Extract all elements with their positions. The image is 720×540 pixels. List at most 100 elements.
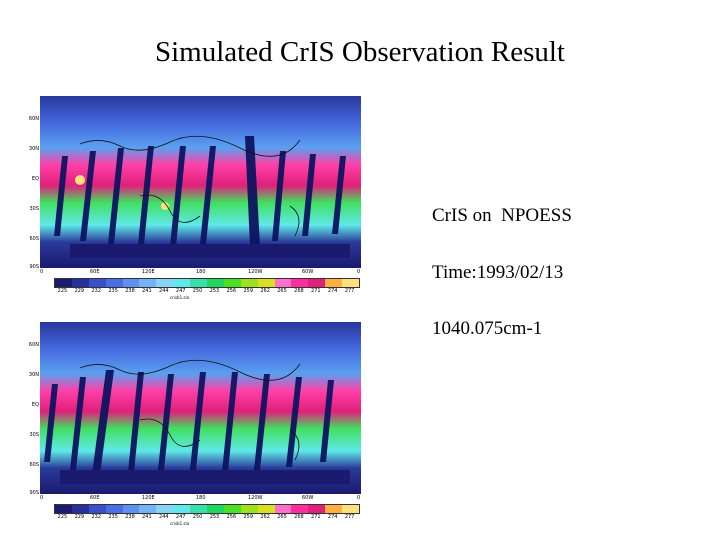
lon-label: 60E bbox=[90, 495, 100, 501]
colorbar-swatch bbox=[274, 505, 292, 513]
lat-label: 30S bbox=[29, 206, 39, 212]
colorbar-value: 232 bbox=[91, 288, 101, 294]
lat-label: 60S bbox=[29, 236, 39, 242]
colorbar-value: 262 bbox=[260, 288, 270, 294]
lon-label: 180 bbox=[196, 495, 206, 501]
colorbar-swatch bbox=[139, 505, 157, 513]
colorbar bbox=[54, 278, 360, 288]
lat-label: 60N bbox=[28, 116, 39, 122]
colorbar-swatch bbox=[190, 505, 208, 513]
lat-label: EQ bbox=[31, 402, 39, 408]
wavenumber-label: 1040.075cm-1 bbox=[432, 318, 543, 339]
colorbar-name: crisb1.sla bbox=[170, 521, 190, 526]
lat-label: 30S bbox=[29, 432, 39, 438]
colorbar-swatch bbox=[223, 505, 241, 513]
colorbar-swatch bbox=[325, 505, 343, 513]
lon-label: 120W bbox=[248, 495, 263, 501]
lat-label: 30N bbox=[28, 146, 39, 152]
lat-label: 60S bbox=[29, 462, 39, 468]
colorbar-value: 271 bbox=[311, 288, 321, 294]
colorbar-swatch bbox=[88, 505, 106, 513]
lon-label: 0 bbox=[40, 269, 44, 275]
colorbar-swatch bbox=[173, 505, 191, 513]
colorbar-value: 235 bbox=[108, 514, 118, 520]
lon-label: 60W bbox=[302, 495, 314, 501]
colorbar-value: 235 bbox=[108, 288, 118, 294]
colorbar-name: crisb1.sla bbox=[170, 295, 190, 300]
lon-label: 120E bbox=[142, 269, 155, 275]
colorbar-value: 241 bbox=[142, 514, 152, 520]
colorbar-value: 268 bbox=[294, 288, 304, 294]
lon-label: 0 bbox=[357, 269, 361, 275]
colorbar-value: 232 bbox=[91, 514, 101, 520]
colorbar-swatch bbox=[122, 505, 140, 513]
colorbar-value: 259 bbox=[243, 288, 254, 294]
colorbar-swatch bbox=[342, 279, 360, 287]
lon-label: 180 bbox=[196, 269, 206, 275]
colorbar-value: 238 bbox=[125, 288, 135, 294]
lat-label: 90S bbox=[29, 490, 39, 496]
colorbar-swatch bbox=[122, 279, 140, 287]
colorbar-swatch bbox=[240, 279, 258, 287]
colorbar-swatch bbox=[139, 279, 157, 287]
colorbar-value: 253 bbox=[209, 514, 220, 520]
lon-label: 120W bbox=[248, 269, 263, 275]
colorbar-labels: 225 229 232 235 238 241 244 247 250 253 256 259 262 2… bbox=[54, 288, 358, 294]
colorbar-value: 225 bbox=[57, 288, 68, 294]
lat-label: 30N bbox=[28, 372, 39, 378]
colorbar-value: 256 bbox=[226, 514, 237, 520]
colorbar-swatch bbox=[291, 505, 309, 513]
colorbar-value: 253 bbox=[209, 288, 220, 294]
colorbar-swatch bbox=[105, 505, 123, 513]
colorbar-swatch bbox=[105, 279, 123, 287]
colorbar-value: 225 bbox=[57, 514, 68, 520]
colorbar-swatch bbox=[71, 505, 89, 513]
colorbar-labels: 225 229 232 235 238 241 244 247 250 253 256 259 262 2… bbox=[54, 514, 358, 520]
colorbar-value: 271 bbox=[311, 514, 321, 520]
colorbar-value: 229 bbox=[74, 288, 85, 294]
colorbar-swatch bbox=[257, 505, 275, 513]
lon-label: 0 bbox=[40, 495, 44, 501]
lon-label: 60W bbox=[302, 269, 314, 275]
colorbar-swatch bbox=[291, 279, 309, 287]
colorbar-swatch bbox=[308, 279, 326, 287]
lat-label: 60N bbox=[28, 342, 39, 348]
lat-label: 90S bbox=[29, 264, 39, 270]
colorbar-value: 247 bbox=[175, 288, 186, 294]
top-brightness-map bbox=[40, 96, 361, 268]
colorbar-value: 277 bbox=[344, 514, 355, 520]
colorbar bbox=[54, 504, 360, 514]
lon-label: 0 bbox=[357, 495, 361, 501]
colorbar-swatch bbox=[55, 279, 72, 287]
colorbar-swatch bbox=[207, 279, 224, 287]
colorbar-swatch bbox=[223, 279, 241, 287]
colorbar-swatch bbox=[156, 505, 174, 513]
colorbar-value: 268 bbox=[294, 514, 304, 520]
colorbar-swatch bbox=[325, 279, 343, 287]
colorbar-swatch bbox=[88, 279, 106, 287]
colorbar-swatch bbox=[257, 279, 275, 287]
colorbar-swatch bbox=[156, 279, 174, 287]
colorbar-value: 250 bbox=[192, 514, 203, 520]
lon-label: 60E bbox=[90, 269, 100, 275]
colorbar-value: 274 bbox=[327, 514, 338, 520]
instrument-label: CrIS on NPOESS bbox=[432, 205, 572, 226]
colorbar-value: 250 bbox=[192, 288, 203, 294]
colorbar-swatch bbox=[173, 279, 191, 287]
colorbar-swatch bbox=[308, 505, 326, 513]
lon-label: 120E bbox=[142, 495, 155, 501]
colorbar-swatch bbox=[342, 505, 360, 513]
page-title: Simulated CrIS Observation Result bbox=[155, 36, 565, 68]
colorbar-swatch bbox=[240, 505, 258, 513]
colorbar-value: 265 bbox=[277, 514, 287, 520]
colorbar-swatch bbox=[190, 279, 208, 287]
time-label: Time:1993/02/13 bbox=[432, 262, 564, 283]
bottom-map-image bbox=[40, 322, 361, 494]
colorbar-value: 259 bbox=[243, 514, 254, 520]
colorbar-swatch bbox=[274, 279, 292, 287]
colorbar-value: 241 bbox=[142, 288, 152, 294]
top-map-image bbox=[40, 96, 361, 268]
colorbar-value: 265 bbox=[277, 288, 287, 294]
colorbar-value: 229 bbox=[74, 514, 85, 520]
colorbar-value: 244 bbox=[159, 514, 169, 520]
